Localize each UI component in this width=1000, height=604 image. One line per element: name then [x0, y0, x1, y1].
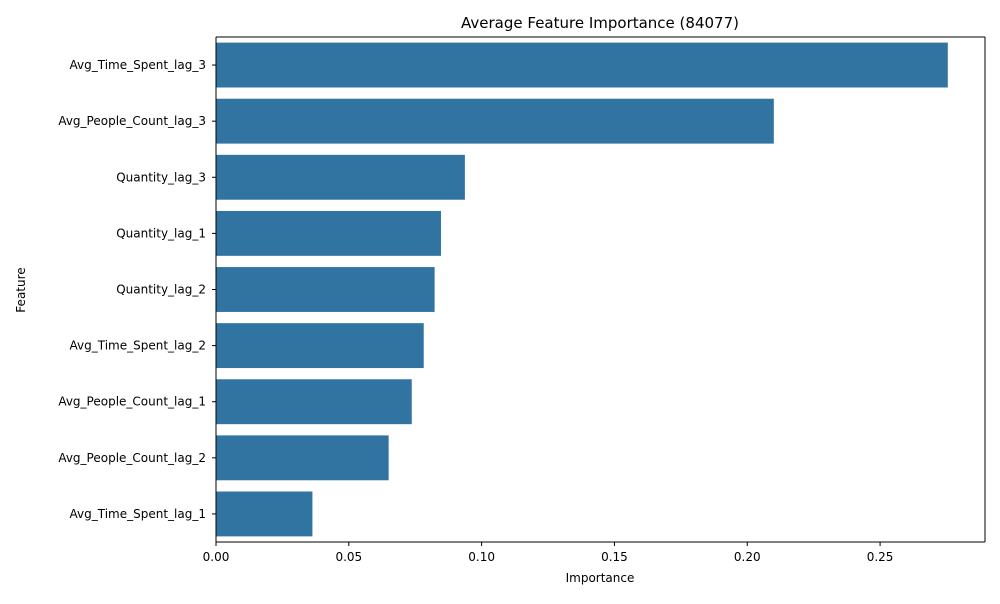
y-tick-label: Avg_People_Count_lag_1 — [58, 395, 206, 409]
bar-avg-time-spent-lag-3 — [216, 42, 948, 88]
y-tick-label: Avg_Time_Spent_lag_3 — [70, 58, 206, 72]
bars-group — [216, 42, 948, 537]
axes-frame — [215, 36, 986, 543]
bar-quantity-lag-1 — [216, 210, 441, 256]
y-axis-label: Feature — [14, 267, 28, 312]
x-tick-label: 0.10 — [468, 550, 495, 564]
bar-avg-time-spent-lag-2 — [216, 323, 424, 369]
x-tick-label: 0.05 — [335, 550, 362, 564]
y-tick-label: Avg_People_Count_lag_2 — [58, 451, 206, 465]
bar-quantity-lag-2 — [216, 267, 435, 312]
x-axis-ticks: 0.00 0.05 0.10 0.15 0.20 0.25 — [203, 542, 894, 564]
y-tick-label: Avg_Time_Spent_lag_1 — [70, 507, 206, 521]
bar-quantity-lag-3 — [216, 154, 465, 200]
y-tick-label: Quantity_lag_3 — [116, 170, 206, 184]
bar-avg-people-count-lag-2 — [216, 435, 389, 481]
x-tick-label: 0.15 — [601, 550, 628, 564]
x-tick-label: 0.25 — [867, 550, 894, 564]
y-tick-label: Quantity_lag_1 — [116, 226, 206, 240]
bar-avg-people-count-lag-1 — [216, 379, 412, 425]
y-tick-label: Quantity_lag_2 — [116, 283, 206, 297]
y-tick-label: Avg_People_Count_lag_3 — [58, 114, 206, 128]
bar-avg-time-spent-lag-1 — [216, 491, 313, 537]
x-axis-label: Importance — [566, 571, 635, 585]
x-tick-label: 0.20 — [734, 550, 761, 564]
y-axis-ticks: Avg_Time_Spent_lag_3 Avg_People_Count_lag… — [58, 58, 216, 521]
bar-avg-people-count-lag-3 — [216, 98, 774, 144]
chart-title: Average Feature Importance (84077) — [461, 14, 739, 32]
x-tick-label: 0.00 — [203, 550, 230, 564]
y-tick-label: Avg_Time_Spent_lag_2 — [70, 339, 206, 353]
